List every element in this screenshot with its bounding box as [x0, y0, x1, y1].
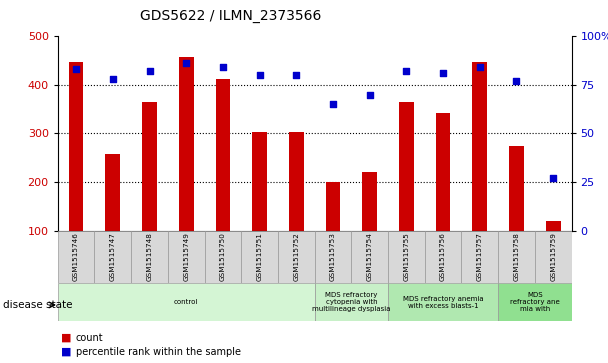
Text: GSM1515754: GSM1515754: [367, 232, 373, 281]
Point: [475, 65, 485, 70]
FancyBboxPatch shape: [461, 231, 498, 283]
Bar: [399, 102, 413, 231]
Point: [328, 101, 338, 107]
FancyBboxPatch shape: [498, 231, 535, 283]
FancyBboxPatch shape: [204, 231, 241, 283]
Text: MDS refractory anemia
with excess blasts-1: MDS refractory anemia with excess blasts…: [402, 296, 483, 309]
FancyBboxPatch shape: [315, 231, 351, 283]
Point: [71, 66, 81, 72]
FancyBboxPatch shape: [425, 231, 461, 283]
Text: GSM1515758: GSM1515758: [514, 232, 519, 281]
Bar: [252, 132, 267, 231]
Text: ■: ■: [61, 333, 71, 343]
Point: [181, 61, 191, 66]
Text: MDS refractory
cytopenia with
multilineage dysplasia: MDS refractory cytopenia with multilinea…: [312, 292, 390, 312]
Text: GSM1515748: GSM1515748: [147, 232, 153, 281]
Bar: [179, 57, 193, 231]
Point: [548, 175, 558, 181]
Text: GSM1515752: GSM1515752: [293, 232, 299, 281]
FancyBboxPatch shape: [58, 283, 315, 321]
FancyBboxPatch shape: [94, 231, 131, 283]
Bar: [546, 221, 561, 231]
Text: GSM1515746: GSM1515746: [73, 232, 79, 281]
Bar: [216, 78, 230, 231]
Bar: [509, 146, 524, 231]
Text: MDS
refractory ane
mia with: MDS refractory ane mia with: [510, 292, 560, 312]
Point: [108, 76, 118, 82]
Bar: [69, 62, 83, 231]
FancyBboxPatch shape: [535, 231, 572, 283]
FancyBboxPatch shape: [278, 231, 315, 283]
Text: GDS5622 / ILMN_2373566: GDS5622 / ILMN_2373566: [140, 9, 322, 23]
FancyBboxPatch shape: [388, 231, 425, 283]
Bar: [326, 182, 340, 231]
Text: GSM1515750: GSM1515750: [220, 232, 226, 281]
Text: GSM1515751: GSM1515751: [257, 232, 263, 281]
FancyBboxPatch shape: [388, 283, 498, 321]
Text: GSM1515756: GSM1515756: [440, 232, 446, 281]
FancyBboxPatch shape: [351, 231, 388, 283]
FancyBboxPatch shape: [498, 283, 572, 321]
Point: [365, 92, 375, 98]
FancyBboxPatch shape: [315, 283, 388, 321]
Text: count: count: [76, 333, 103, 343]
Bar: [436, 113, 451, 231]
Text: percentile rank within the sample: percentile rank within the sample: [76, 347, 241, 357]
Bar: [362, 172, 377, 231]
Text: GSM1515755: GSM1515755: [403, 232, 409, 281]
Bar: [472, 62, 487, 231]
Text: ■: ■: [61, 347, 71, 357]
Point: [438, 70, 448, 76]
Bar: [105, 154, 120, 231]
Point: [511, 78, 521, 84]
Bar: [289, 132, 303, 231]
Text: disease state: disease state: [3, 300, 72, 310]
Text: GSM1515759: GSM1515759: [550, 232, 556, 281]
Text: GSM1515753: GSM1515753: [330, 232, 336, 281]
FancyBboxPatch shape: [168, 231, 204, 283]
FancyBboxPatch shape: [241, 231, 278, 283]
Bar: [142, 102, 157, 231]
Text: GSM1515757: GSM1515757: [477, 232, 483, 281]
Point: [255, 72, 264, 78]
Text: GSM1515749: GSM1515749: [183, 232, 189, 281]
Point: [401, 68, 411, 74]
FancyBboxPatch shape: [131, 231, 168, 283]
Point: [291, 72, 301, 78]
Point: [145, 68, 154, 74]
FancyBboxPatch shape: [58, 231, 94, 283]
Text: GSM1515747: GSM1515747: [110, 232, 116, 281]
Point: [218, 65, 228, 70]
Text: control: control: [174, 299, 198, 305]
